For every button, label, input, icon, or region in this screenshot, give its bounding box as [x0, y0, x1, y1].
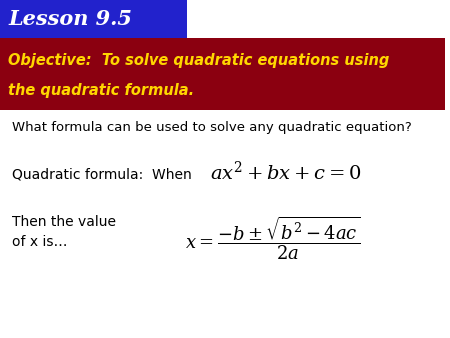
Text: Objective:  To solve quadratic equations using: Objective: To solve quadratic equations … — [8, 52, 389, 68]
Text: $ax^{2}+bx+c=0$: $ax^{2}+bx+c=0$ — [210, 161, 361, 184]
Text: What formula can be used to solve any quadratic equation?: What formula can be used to solve any qu… — [12, 121, 412, 135]
Text: $x=\dfrac{-b\pm\sqrt{b^{2}-4ac}}{2a}$: $x=\dfrac{-b\pm\sqrt{b^{2}-4ac}}{2a}$ — [185, 214, 360, 262]
Text: Then the value
of x is…: Then the value of x is… — [12, 215, 116, 249]
Bar — [0, 38, 445, 110]
Bar — [0, 0, 187, 38]
Text: Quadratic formula:  When: Quadratic formula: When — [12, 168, 192, 182]
Text: Lesson 9.5: Lesson 9.5 — [8, 9, 132, 29]
Text: the quadratic formula.: the quadratic formula. — [8, 82, 194, 97]
